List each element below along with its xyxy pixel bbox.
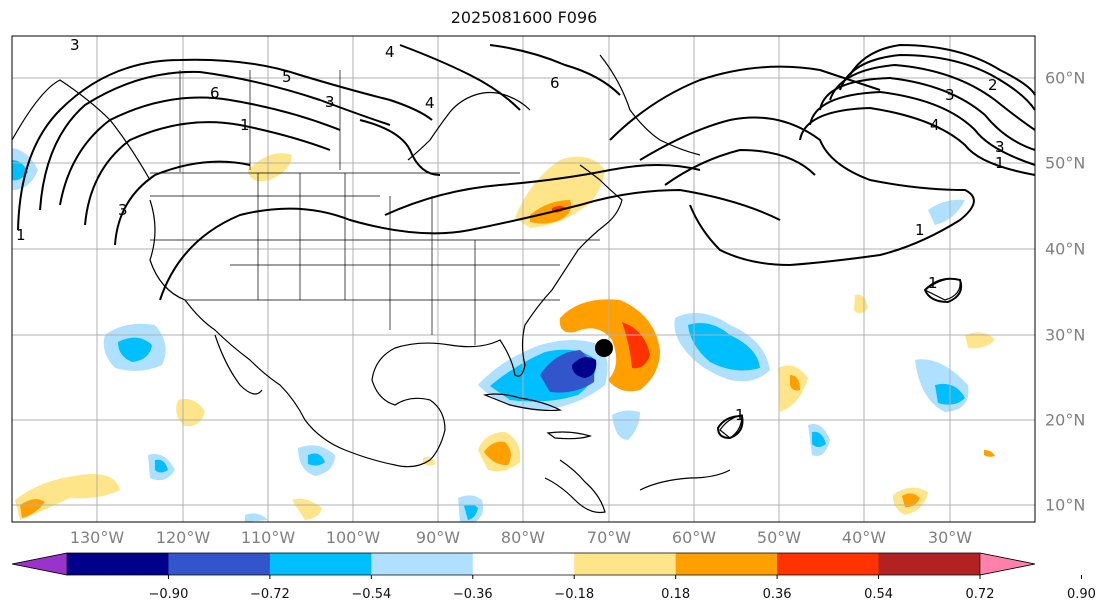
contour-line [384, 164, 701, 216]
storm-center-marker [595, 339, 613, 357]
graticule [12, 36, 1035, 522]
contour-line [923, 277, 963, 304]
contour-line [159, 188, 781, 301]
colorbar-tick-label: −0.90 [148, 587, 189, 602]
contour-label: 3 [118, 201, 128, 219]
contour-line [639, 116, 975, 267]
coastlines [11, 54, 961, 514]
contour-line [59, 96, 341, 206]
colorbar-tick-label: −0.36 [452, 587, 493, 602]
colorbar-outline [11, 552, 1036, 576]
contour-line [609, 65, 881, 141]
contour-line [716, 414, 744, 440]
contour-line [17, 58, 433, 231]
contour-labels: 3 6 5 3 1 3 1 4 4 6 2 3 4 3 1 1 1 1 [16, 36, 1005, 424]
contour-label: 6 [550, 74, 560, 92]
contour-label: 6 [210, 84, 220, 102]
contour-label: 1 [735, 406, 745, 424]
colorbar [11, 552, 1082, 579]
contour-line [799, 106, 1036, 176]
map-title: 2025081600 F096 [450, 8, 598, 27]
pressure-contours [17, 43, 1036, 440]
contour-label: 1 [928, 274, 938, 292]
colorbar-swatch [675, 553, 778, 575]
contour-line [39, 70, 391, 211]
colorbar-swatch [472, 553, 575, 575]
longitude-label: 100°W [325, 528, 381, 547]
longitude-label: 30°W [927, 528, 973, 547]
contour-label: 1 [995, 154, 1005, 172]
contour-line [84, 121, 331, 226]
latitude-label: 30°N [1045, 325, 1086, 345]
colorbar-tick-label: 0.18 [661, 587, 691, 602]
map-frame [11, 35, 1036, 523]
contour-line [664, 148, 816, 186]
colorbar-extend-high [979, 552, 1036, 576]
colorbar-swatch [168, 553, 271, 575]
contour-label: 3 [995, 138, 1005, 156]
contour-line [399, 44, 521, 111]
longitude-label: 40°W [841, 528, 887, 547]
latitude-label: 40°N [1045, 239, 1086, 259]
longitude-label: 120°W [155, 528, 211, 547]
colorbar-tick-label: −0.18 [554, 587, 595, 602]
longitude-label: 110°W [240, 528, 296, 547]
longitude-label: 130°W [69, 528, 125, 547]
colorbar-swatch [67, 553, 169, 575]
contour-label: 4 [425, 94, 435, 112]
longitude-label: 90°W [415, 528, 461, 547]
contour-label: 2 [988, 76, 998, 94]
longitude-label: 80°W [500, 528, 546, 547]
colorbar-swatch [777, 553, 880, 575]
latitude-label: 20°N [1045, 410, 1086, 430]
contour-label: 1 [240, 116, 250, 134]
contour-label: 5 [282, 68, 292, 86]
colorbar-extend-low [11, 552, 68, 576]
colorbar-swatch [574, 553, 677, 575]
contour-line [114, 160, 251, 246]
latitude-label: 10°N [1045, 495, 1086, 515]
contour-line [849, 43, 1036, 96]
contour-label: 1 [915, 221, 925, 239]
longitude-label: 60°W [671, 528, 717, 547]
contour-label: 4 [385, 43, 395, 61]
contour-line [359, 119, 441, 176]
colorbar-tick-label: 0.72 [965, 587, 995, 602]
colorbar-swatch [371, 553, 474, 575]
contour-label: 3 [70, 36, 80, 54]
colorbar-swatch [878, 553, 981, 575]
anomaly-shading-layer [12, 148, 995, 522]
longitude-label: 50°W [756, 528, 802, 547]
contour-label: 4 [930, 116, 940, 134]
colorbar-tick-label: 0.90 [1066, 587, 1096, 602]
warm-anomaly-atlantic [559, 299, 660, 392]
colorbar-tick-label: 0.54 [864, 587, 894, 602]
colorbar-tick-label: −0.54 [351, 587, 392, 602]
latitude-label: 50°N [1045, 153, 1086, 173]
colorbar-tick-label: 0.36 [762, 587, 792, 602]
latitude-label: 60°N [1045, 68, 1086, 88]
contour-label: 1 [16, 226, 26, 244]
longitude-label: 70°W [586, 528, 632, 547]
contour-line [809, 90, 1036, 166]
contour-label: 3 [325, 93, 335, 111]
colorbar-tick-label: −0.72 [249, 587, 290, 602]
contour-line [829, 63, 1036, 131]
contour-line [839, 53, 1036, 111]
contour-line [819, 76, 1036, 151]
contour-label: 3 [945, 86, 955, 104]
contour-line [489, 44, 621, 96]
colorbar-swatch [269, 553, 372, 575]
